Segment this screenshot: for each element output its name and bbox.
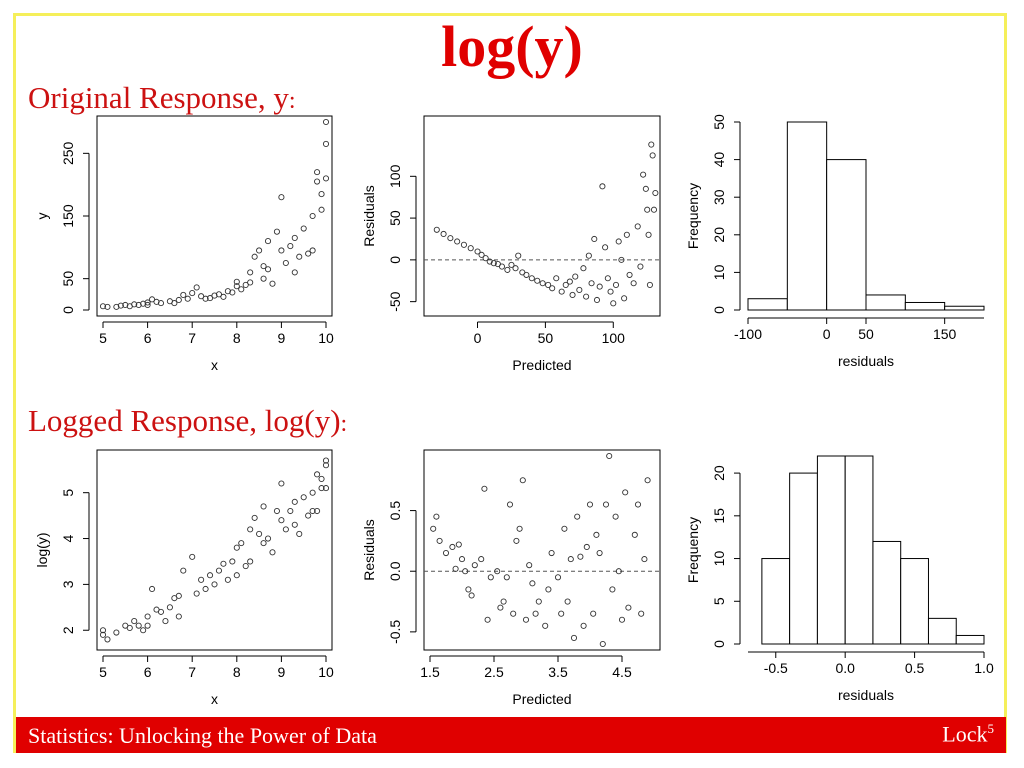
section-label-logged-text: Logged Response, log(y)	[28, 403, 341, 438]
footer-course-title: Statistics: Unlocking the Power of Data	[28, 723, 377, 748]
footer-author-name: Lock	[942, 721, 988, 747]
footer-author-sup: 5	[987, 721, 995, 736]
section-label-original: Original Response, y:	[28, 80, 296, 116]
footer-bar: Statistics: Unlocking the Power of Data …	[16, 717, 1006, 753]
section-label-logged: Logged Response, log(y):	[28, 403, 347, 439]
slide-title: log(y)	[441, 14, 583, 79]
slide-frame	[13, 13, 1007, 753]
section-label-original-colon: :	[288, 88, 296, 114]
section-label-original-text: Original Response, y	[28, 80, 289, 115]
section-label-logged-colon: :	[340, 411, 348, 437]
footer-author: Lock5	[942, 721, 994, 747]
